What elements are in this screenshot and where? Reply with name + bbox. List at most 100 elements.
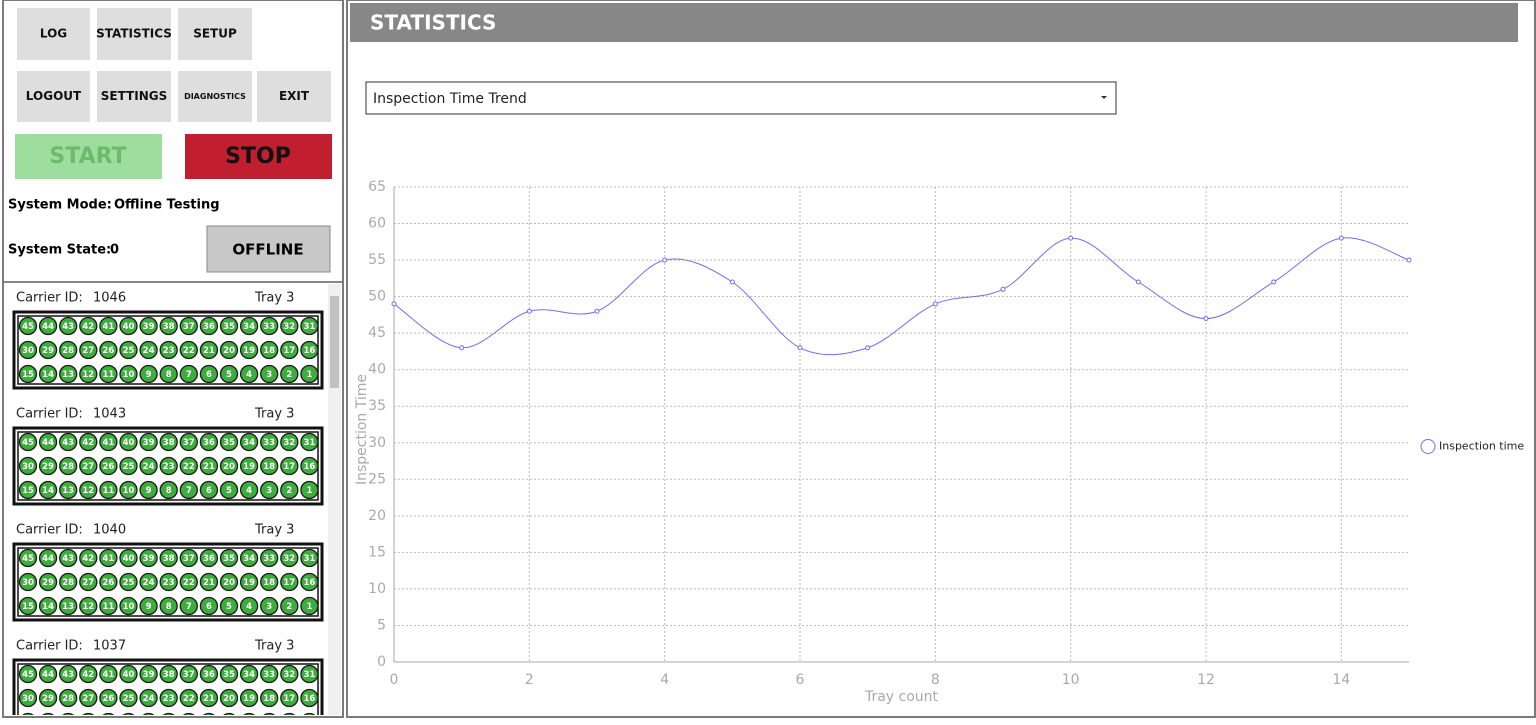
well [260, 480, 279, 500]
well [139, 688, 158, 708]
well [79, 572, 98, 592]
well [239, 340, 259, 360]
menu-button[interactable]: LOG [17, 8, 90, 60]
well [122, 712, 135, 715]
well [300, 596, 319, 616]
legend-item[interactable]: Inspection time [1420, 439, 1524, 454]
offline-button[interactable]: OFFLINE [206, 225, 331, 273]
well-label: 13 [62, 370, 74, 380]
carrier-item[interactable]: Carrier ID: 1040 Tray 345 44 43 42 41 40 39 38 37 3… [12, 523, 324, 622]
well-label: 42 [82, 322, 94, 332]
well [38, 572, 58, 592]
menu-button[interactable]: LOGOUT [17, 71, 90, 122]
well-label: 4 [246, 486, 252, 496]
well [99, 364, 118, 384]
carrier-item[interactable]: Carrier ID: 1037 Tray 3 45 44 43 42 41 40 39 38 37 3… [12, 639, 324, 722]
well-label: 30 [22, 578, 34, 588]
well [300, 316, 319, 336]
well-label: 37 [183, 670, 195, 680]
well-label: 14 [42, 486, 54, 496]
data-point [1000, 286, 1006, 292]
well-label: 9 [146, 486, 152, 496]
well-label: 44 [42, 670, 54, 680]
well [219, 364, 239, 384]
scrollbar-thumb[interactable] [330, 296, 339, 388]
well-label: 2 [286, 370, 292, 380]
well-label: 10 [123, 486, 135, 496]
well-label: 17 [283, 578, 295, 588]
well [18, 548, 38, 568]
data-point [729, 279, 735, 285]
well [119, 340, 138, 360]
menu-button[interactable]: SETUP [178, 8, 252, 60]
stop-button[interactable]: STOP [185, 134, 332, 179]
well-label: 7 [186, 602, 192, 612]
well [303, 712, 316, 715]
menu-button[interactable]: DIAGNOSTICS [178, 71, 252, 122]
menu-button[interactable]: EXIT [257, 71, 331, 122]
well [239, 688, 259, 708]
well [199, 572, 219, 592]
x-tick-label: 6 [796, 672, 805, 688]
well-label: 28 [62, 346, 74, 356]
data-point [797, 345, 803, 351]
well [79, 456, 98, 476]
dropdown[interactable]: Inspection Time Trend [365, 81, 1117, 115]
right-panel-frame [346, 0, 1536, 718]
well [162, 712, 175, 715]
well-label: 17 [283, 462, 295, 472]
well [38, 480, 58, 500]
well-label: 34 [243, 670, 255, 680]
well [179, 456, 198, 476]
well [99, 688, 118, 708]
well-label: 29 [42, 462, 54, 472]
menu-button[interactable]: STATISTICS [96, 8, 172, 60]
well [99, 596, 118, 616]
well-label: 38 [163, 670, 175, 680]
well-label: 35 [223, 670, 235, 680]
well [142, 712, 155, 715]
well-label: 38 [163, 438, 175, 448]
well-label: 26 [102, 462, 114, 472]
carrier-list: Carrier ID: 1046 Tray 345 44 43 42 41 40 39 38 37 3… [12, 291, 324, 722]
well [300, 572, 319, 592]
well-label: 16 [303, 346, 315, 356]
data-point [391, 301, 397, 307]
start-button[interactable]: START [15, 134, 162, 179]
well [159, 432, 178, 452]
well [280, 688, 299, 708]
well-label: 17 [283, 694, 295, 704]
carrier-item[interactable]: Carrier ID: 1043 Tray 345 44 43 42 41 40 39 38 37 3… [12, 407, 324, 506]
well-label: 13 [62, 486, 74, 496]
carrier-item[interactable]: Carrier ID: 1046 Tray 345 44 43 42 41 40 39 38 37 3… [12, 291, 324, 390]
well [260, 548, 279, 568]
well-label: 28 [62, 578, 74, 588]
well-label: 21 [203, 694, 215, 704]
well [243, 712, 255, 715]
well-label: 36 [203, 438, 215, 448]
well [199, 688, 219, 708]
well-label: 27 [82, 578, 94, 588]
y-tick-label: 40 [368, 362, 386, 378]
well [280, 456, 299, 476]
well-label: 9 [146, 602, 152, 612]
well [159, 340, 178, 360]
well-label: 44 [42, 554, 54, 564]
well [99, 432, 118, 452]
well [179, 340, 198, 360]
menu-button[interactable]: SETTINGS [97, 71, 171, 122]
y-tick-label: 55 [368, 252, 386, 268]
well [283, 712, 296, 715]
well-label: 1 [306, 602, 312, 612]
well-label: 27 [82, 346, 94, 356]
well-label: 22 [183, 346, 195, 356]
well [42, 712, 54, 715]
y-tick-label: 15 [368, 544, 386, 560]
well [199, 456, 219, 476]
x-tick-label: 4 [660, 672, 669, 688]
well [280, 596, 299, 616]
carrier-id: 1046 [93, 291, 126, 306]
well-label: 31 [303, 322, 315, 332]
well-label: 2 [286, 486, 292, 496]
well-label: 33 [263, 438, 275, 448]
